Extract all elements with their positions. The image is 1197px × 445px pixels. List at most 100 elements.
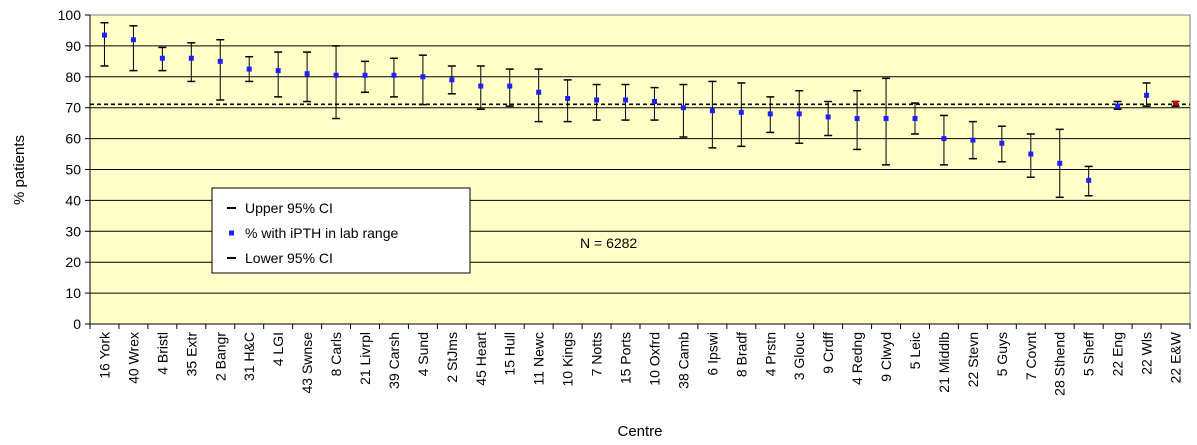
data-point [912,116,918,122]
data-point [1115,103,1121,109]
y-tick-label: 0 [73,316,81,332]
x-tick-label: 22 Wls [1139,332,1155,375]
y-tick-label: 80 [65,69,81,85]
data-point [651,99,657,105]
legend-label: Upper 95% CI [245,200,333,216]
data-point [217,58,223,64]
x-tick-label: 4 Prstn [762,332,778,376]
data-point [1144,92,1150,98]
data-point [594,97,600,103]
data-point [1028,151,1034,157]
x-tick-label: 7 Notts [589,332,605,376]
data-point [507,83,513,89]
data-point [1057,160,1063,166]
legend-label: Lower 95% CI [245,250,333,266]
x-tick-label: 39 Carsh [386,332,402,389]
x-tick-label: 22 Eng [1110,332,1126,376]
data-point [101,32,107,38]
legend: Upper 95% CI % with iPTH in lab range Lowe… [211,187,471,274]
data-point [565,95,571,101]
data-point [970,137,976,143]
y-tick-label: 60 [65,131,81,147]
x-tick-label: 38 Camb [675,332,691,389]
data-point [420,74,426,80]
x-tick-label: 5 Leic [907,332,923,369]
x-tick-label: 2 Bangr [212,332,228,381]
x-tick-label: 40 Wrex [125,332,141,384]
x-tick-label: 16 York [96,331,112,379]
data-point [478,83,484,89]
data-point [188,55,194,61]
x-axis-title: Centre [617,423,662,440]
x-tick-label: 10 Kings [560,332,576,386]
data-point [449,77,455,83]
data-point [738,109,744,115]
x-tick-label: 2 StJms [444,332,460,383]
legend-label: % with iPTH in lab range [245,225,399,241]
x-tick-label: 4 Bristl [154,332,170,375]
data-point [623,97,629,103]
y-tick-label: 100 [58,7,82,23]
x-tick-label: 4 LGI [270,332,286,366]
x-tick-label: 22 Stevn [965,332,981,387]
data-point [304,71,310,77]
x-tick-label: 9 Crdff [820,332,836,374]
x-tick-label: 43 Swnse [299,332,315,394]
x-tick-label: 15 Ports [618,332,634,384]
x-tick-label: 15 Hull [502,332,518,376]
data-point [333,72,339,78]
x-tick-label: 28 Sthend [1052,332,1068,396]
x-tick-label: 21 Livrpl [357,332,373,385]
data-point [246,66,252,72]
x-tick-label: 6 Ipswi [704,332,720,376]
y-tick-label: 30 [65,223,81,239]
x-tick-label: 4 Redng [849,332,865,385]
data-point [883,116,889,122]
data-point [130,37,136,43]
data-point [1173,100,1179,106]
x-tick-label: 3 Glouc [791,332,807,380]
y-tick-label: 50 [65,162,81,178]
x-tick-label: 35 Extr [183,332,199,377]
x-axis: 16 York 40 Wrex 4 Bristl 35 Extr 2 Bangr 31 H… [89,323,1191,396]
data-point [854,116,860,122]
y-axis-title: % patients [11,135,28,205]
data-point [709,108,715,114]
x-tick-label: 8 Carls [328,332,344,376]
legend-box [211,187,471,274]
x-tick-label: 4 Sund [415,332,431,376]
data-point [999,140,1005,146]
y-tick-label: 70 [65,100,81,116]
x-tick-label: 11 Newc [531,332,547,385]
y-tick-label: 10 [65,285,81,301]
data-point [680,105,686,111]
y-tick-label: 90 [65,38,81,54]
data-point [391,72,397,78]
sample-size-annotation: N = 6282 [580,235,637,251]
x-tick-label: 7 Covnt [1023,332,1039,380]
x-tick-label: 8 Bradf [733,332,749,377]
data-point [536,89,542,95]
x-tick-label: 21 Middlb [936,332,952,393]
x-tick-label: 31 H&C [241,332,257,381]
data-points [101,32,1179,183]
data-point [796,111,802,117]
data-point [941,136,947,142]
y-tick-label: 40 [65,192,81,208]
data-point [825,114,831,120]
y-axis: 0 10 20 30 40 50 60 70 80 90 100 [58,7,91,332]
data-point [767,111,773,117]
legend-marker-point [229,230,234,236]
data-point [275,68,281,74]
x-tick-label: 10 Oxfrd [646,332,662,386]
data-point [362,72,368,78]
x-tick-label: 5 Guys [994,332,1010,376]
y-tick-label: 20 [65,254,81,270]
data-point [1086,177,1092,183]
x-tick-label: 9 Clwyd [878,332,894,382]
data-point [159,55,165,61]
x-tick-label: 45 Heart [473,332,489,386]
x-tick-label: 5 Sheff [1081,332,1097,376]
x-tick-label: 22 E&W [1168,331,1184,383]
